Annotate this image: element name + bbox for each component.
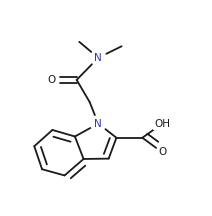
Text: O: O: [158, 148, 166, 157]
Text: N: N: [94, 119, 102, 129]
Text: O: O: [47, 75, 56, 85]
Text: OH: OH: [154, 119, 170, 129]
Text: N: N: [94, 53, 102, 63]
